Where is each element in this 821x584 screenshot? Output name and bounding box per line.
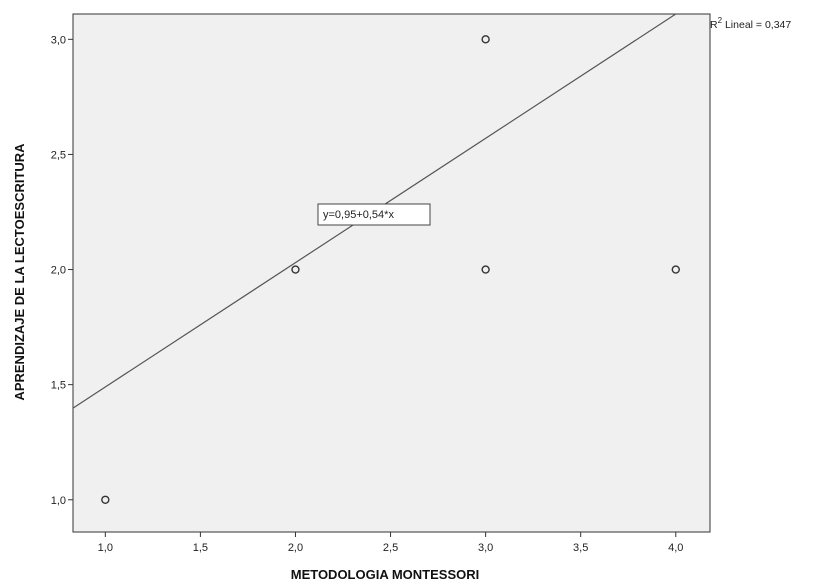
y-tick-label: 3,0 xyxy=(51,34,66,46)
y-axis-title: APRENDIZAJE DE LA LECTOESCRITURA xyxy=(12,143,27,401)
data-point xyxy=(481,35,490,44)
r2-text: Lineal = 0,347 xyxy=(722,19,791,31)
data-point xyxy=(481,265,490,274)
x-tick-label: 3,5 xyxy=(573,542,588,554)
data-point xyxy=(101,495,110,504)
x-tick-label: 2,0 xyxy=(288,542,303,554)
y-tick-label: 1,5 xyxy=(51,380,66,392)
x-tick-label: 4,0 xyxy=(668,542,683,554)
x-tick-label: 1,0 xyxy=(98,542,113,554)
y-tick-label: 2,5 xyxy=(51,149,66,161)
data-point xyxy=(671,265,680,274)
r2-prefix: R xyxy=(710,19,718,31)
x-tick-label: 1,5 xyxy=(193,542,208,554)
r2-superscript: 2 xyxy=(718,16,723,25)
y-axis: 1,0 1,5 2,0 2,5 3,0 xyxy=(51,34,73,507)
plot-area xyxy=(72,13,711,533)
equation-annotation: y=0,95+0,54*x xyxy=(317,203,431,226)
equation-label: y=0,95+0,54*x xyxy=(323,209,394,221)
equation-box xyxy=(317,203,431,226)
data-point xyxy=(291,265,300,274)
x-tick-label: 2,5 xyxy=(383,542,398,554)
data-points xyxy=(101,35,680,504)
x-tick-label: 3,0 xyxy=(478,542,493,554)
r-squared-label: R2 Lineal = 0,347 xyxy=(710,16,791,31)
y-tick-label: 1,0 xyxy=(51,495,66,507)
x-axis: 1,0 1,5 2,0 2,5 3,0 3,5 4,0 xyxy=(98,532,683,554)
x-axis-title: METODOLOGIA MONTESSORI xyxy=(291,567,480,582)
y-tick-label: 2,0 xyxy=(51,265,66,277)
